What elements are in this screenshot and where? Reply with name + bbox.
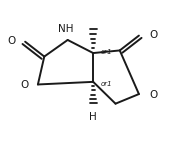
Text: O: O	[20, 80, 28, 90]
Text: O: O	[149, 90, 158, 100]
Text: NH: NH	[58, 24, 74, 34]
Text: or1: or1	[101, 81, 112, 87]
Text: O: O	[149, 30, 158, 40]
Text: O: O	[7, 36, 15, 46]
Text: H: H	[89, 112, 97, 122]
Text: or1: or1	[101, 49, 112, 55]
